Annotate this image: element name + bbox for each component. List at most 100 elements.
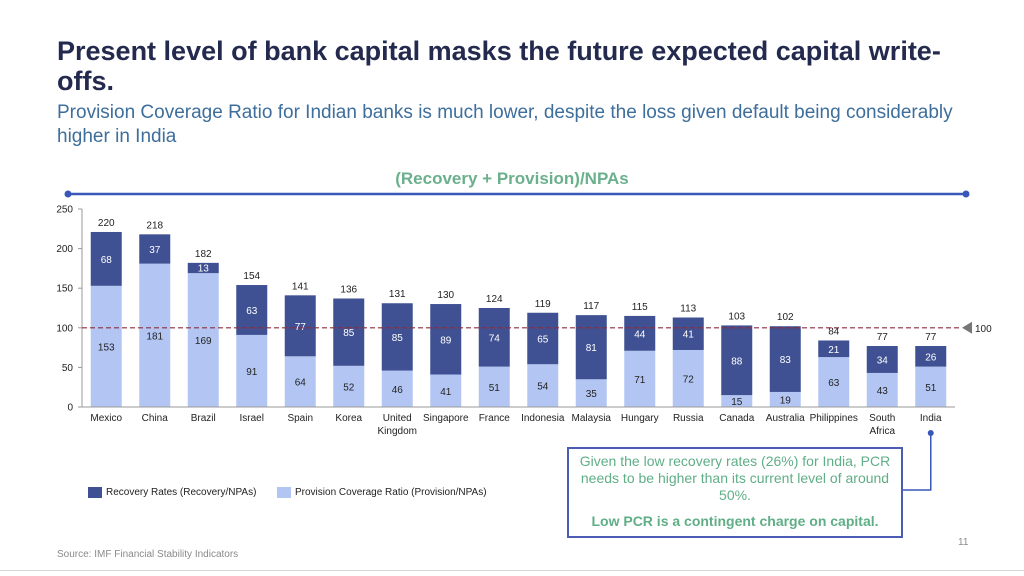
x-tick-label: France	[479, 413, 511, 424]
data-label-recovery: 81	[586, 343, 598, 354]
bar-provision	[478, 366, 510, 407]
data-label-total: 84	[828, 326, 840, 337]
bar-provision	[430, 374, 462, 407]
y-tick-label: 0	[67, 403, 73, 414]
callout-text: Given the low recovery rates (26%) for I…	[579, 453, 891, 503]
x-tick-label: Spain	[287, 413, 313, 424]
y-tick-label: 250	[56, 205, 73, 216]
data-label-provision: 181	[146, 331, 163, 342]
data-label-provision: 19	[780, 395, 792, 406]
heading-rule-dot-right	[962, 190, 970, 198]
x-tick-label: Australia	[766, 413, 805, 424]
data-label-provision: 51	[489, 383, 501, 394]
x-tick-label: Brazil	[191, 413, 216, 424]
data-label-recovery: 13	[198, 264, 210, 275]
bar-provision	[575, 379, 607, 407]
x-tick-label: Indonesia	[521, 413, 565, 424]
x-tick-label: India	[920, 413, 942, 424]
footer-divider	[0, 570, 1024, 571]
bar-provision	[721, 395, 753, 407]
data-label-total: 77	[877, 332, 889, 343]
data-label-total: 113	[680, 304, 696, 315]
x-tick-label: Kingdom	[378, 426, 417, 437]
data-label-recovery: 68	[101, 255, 113, 266]
bar-provision	[672, 349, 704, 407]
data-label-recovery: 37	[149, 245, 161, 256]
data-label-provision: 46	[392, 385, 404, 396]
data-label-recovery: 74	[489, 333, 501, 344]
data-label-total: 182	[195, 249, 212, 260]
x-tick-label: Israel	[240, 413, 264, 424]
bar-provision	[381, 370, 413, 407]
bar-provision	[236, 334, 268, 407]
bar-recovery	[236, 285, 268, 335]
bar-recovery	[624, 315, 656, 351]
data-label-total: 136	[340, 284, 357, 295]
data-label-provision: 71	[634, 375, 646, 386]
bar-recovery	[527, 312, 559, 365]
x-tick-label: Mexico	[90, 413, 122, 424]
bar-recovery	[333, 298, 365, 366]
x-tick-label: Philippines	[810, 413, 858, 424]
data-label-provision: 15	[731, 397, 743, 408]
data-label-recovery: 34	[877, 355, 889, 366]
bar-provision	[915, 366, 947, 407]
y-tick-label: 200	[56, 244, 73, 255]
x-tick-label: Korea	[335, 413, 362, 424]
data-label-total: 77	[925, 332, 937, 343]
bar-provision	[333, 365, 365, 407]
bar-recovery	[187, 262, 219, 274]
y-tick-label: 100	[56, 323, 73, 334]
bar-recovery	[915, 346, 947, 367]
legend-recovery: Recovery Rates (Recovery/NPAs)	[88, 487, 256, 498]
x-tick-label: South	[869, 413, 895, 424]
data-label-total: 119	[535, 299, 551, 310]
data-label-provision: 72	[683, 374, 695, 385]
bar-provision	[139, 263, 171, 407]
bar-recovery	[672, 317, 704, 350]
x-tick-label: Africa	[869, 426, 895, 437]
legend-provision: Provision Coverage Ratio (Provision/NPAs…	[277, 487, 487, 498]
data-label-total: 154	[243, 271, 260, 282]
data-label-provision: 52	[343, 382, 355, 393]
data-label-total: 141	[292, 281, 309, 292]
data-label-provision: 54	[537, 382, 549, 393]
data-label-recovery: 21	[828, 345, 840, 356]
bar-recovery	[575, 315, 607, 380]
data-label-recovery: 26	[925, 352, 937, 363]
bar-recovery	[90, 231, 122, 286]
bar-recovery	[721, 325, 753, 396]
data-label-total: 131	[389, 289, 406, 300]
data-label-recovery: 85	[392, 333, 404, 344]
data-label-recovery: 41	[683, 330, 695, 341]
x-tick-label: Canada	[719, 413, 754, 424]
bar-provision	[866, 372, 898, 407]
data-label-recovery: 83	[780, 355, 792, 366]
data-label-recovery: 63	[246, 306, 258, 317]
page-subtitle: Provision Coverage Ratio for Indian bank…	[57, 102, 953, 147]
data-label-provision: 64	[295, 378, 307, 389]
data-label-provision: 51	[925, 383, 937, 394]
bar-recovery	[139, 234, 171, 264]
legend-provision-swatch	[277, 487, 291, 498]
heading-rule-dot-left	[64, 190, 72, 198]
reference-label: 100	[975, 324, 992, 335]
x-tick-label: Singapore	[423, 413, 469, 424]
callout-box: Given the low recovery rates (26%) for I…	[567, 447, 903, 538]
data-label-total: 130	[437, 290, 454, 301]
y-tick-label: 150	[56, 284, 73, 295]
bar-recovery	[381, 303, 413, 371]
x-tick-label: United	[383, 413, 412, 424]
source-note: Source: IMF Financial Stability Indicato…	[57, 549, 239, 560]
data-label-total: 117	[583, 301, 599, 312]
data-label-provision: 35	[586, 389, 598, 400]
data-label-total: 220	[98, 218, 115, 229]
legend-recovery-swatch	[88, 487, 102, 498]
bar-recovery	[866, 346, 898, 373]
data-label-recovery: 44	[634, 329, 646, 340]
x-tick-label: Malaysia	[572, 413, 612, 424]
bar-recovery	[769, 326, 801, 392]
legend-provision-label: Provision Coverage Ratio (Provision/NPAs…	[295, 487, 487, 498]
data-label-total: 103	[728, 311, 745, 322]
x-tick-label: Hungary	[621, 413, 659, 424]
